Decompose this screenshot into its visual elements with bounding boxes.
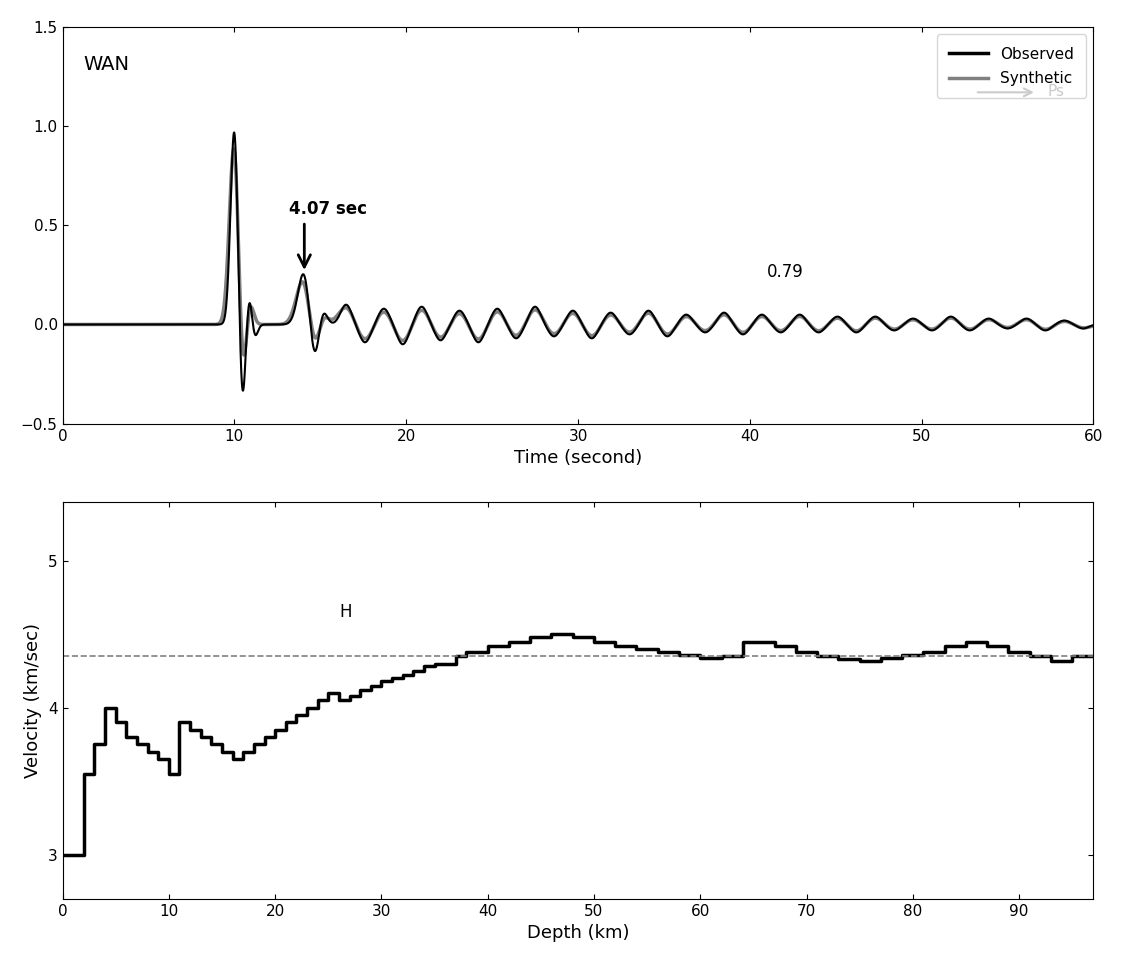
- Text: 0.79: 0.79: [767, 263, 804, 281]
- Text: WAN: WAN: [83, 55, 129, 73]
- Text: H: H: [339, 603, 352, 620]
- X-axis label: Time (second): Time (second): [514, 449, 642, 467]
- Text: Ps: Ps: [1048, 84, 1064, 98]
- Text: 4.07 sec: 4.07 sec: [289, 200, 368, 219]
- X-axis label: Depth (km): Depth (km): [527, 924, 629, 942]
- Y-axis label: Velocity (km/sec): Velocity (km/sec): [25, 623, 43, 778]
- Legend: Observed, Synthetic: Observed, Synthetic: [937, 35, 1086, 98]
